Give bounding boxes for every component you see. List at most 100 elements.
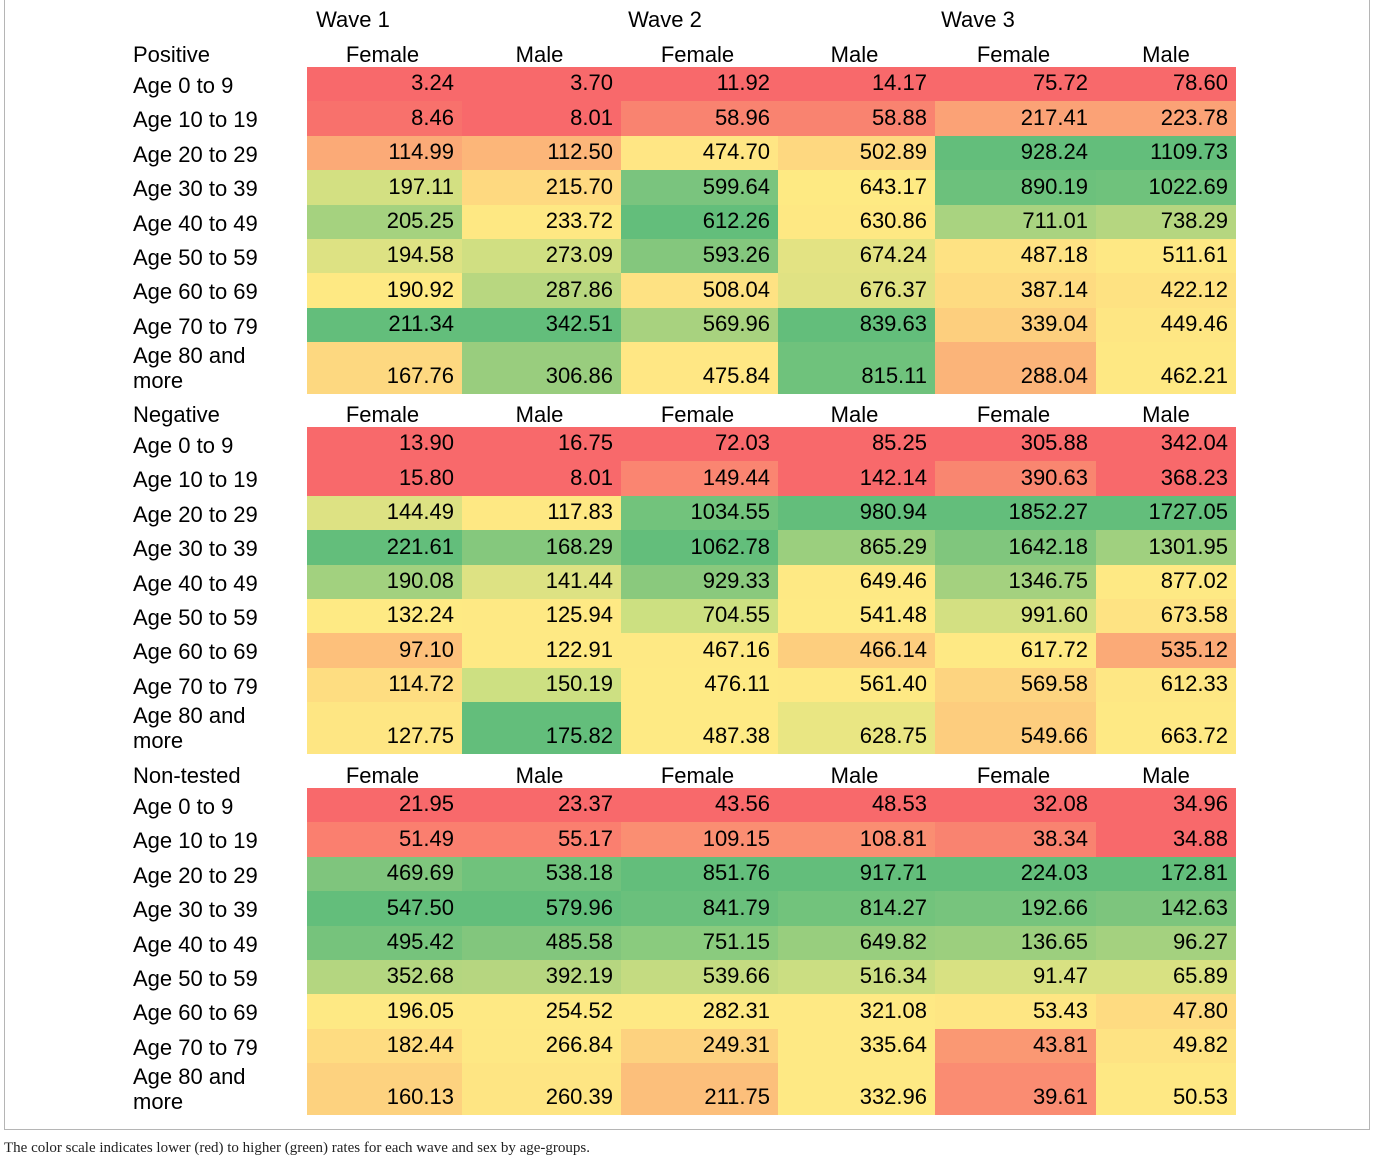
- heatmap-cell: 865.29: [778, 530, 935, 565]
- row-label: Age 70 to 79: [133, 313, 258, 339]
- heatmap-cell: 167.76: [307, 342, 462, 395]
- heatmap-cell: 711.01: [935, 204, 1096, 239]
- column-header: Male: [515, 402, 564, 427]
- heatmap-cell: 34.88: [1096, 822, 1236, 857]
- column-header: Female: [976, 763, 1051, 788]
- heatmap-cell: 34.96: [1096, 788, 1236, 823]
- heatmap-cell: 47.80: [1096, 994, 1236, 1029]
- heatmap-cell: 462.21: [1096, 342, 1236, 395]
- column-header: Male: [830, 763, 879, 788]
- column-header: Female: [345, 42, 420, 67]
- heatmap-cell: 205.25: [307, 204, 462, 239]
- heatmap-cell: 3.70: [462, 67, 621, 102]
- heatmap-cell: 53.43: [935, 994, 1096, 1029]
- column-header: Male: [1142, 763, 1190, 788]
- heatmap-cell: 368.23: [1096, 461, 1236, 496]
- heatmap-cell: 751.15: [621, 925, 778, 960]
- heatmap-cell: 579.96: [462, 891, 621, 926]
- heatmap-cell: 851.76: [621, 856, 778, 892]
- heatmap-cell: 342.04: [1096, 427, 1236, 462]
- heatmap-cell: 1034.55: [621, 495, 778, 531]
- row-label: Age 40 to 49: [133, 931, 258, 957]
- heatmap-cell: 475.84: [621, 342, 778, 395]
- heatmap-cell: 467.16: [621, 633, 778, 668]
- wave-header: Wave 1: [316, 7, 390, 32]
- heatmap-cell: 16.75: [462, 427, 621, 462]
- heatmap-cell: 547.50: [307, 891, 462, 926]
- heatmap-cell: 630.86: [778, 204, 935, 239]
- heatmap-cell: 1062.78: [621, 530, 778, 565]
- column-header: Male: [830, 402, 879, 427]
- heatmap-cell: 211.75: [621, 1063, 778, 1116]
- row-label: Age 20 to 29: [133, 862, 258, 888]
- wave-header: Wave 2: [628, 7, 702, 32]
- heatmap-cell: 8.01: [462, 461, 621, 496]
- wave-header: Wave 3: [941, 7, 1015, 32]
- heatmap-cell: 221.61: [307, 530, 462, 565]
- heatmap-cell: 127.75: [307, 702, 462, 755]
- heatmap-cell: 511.61: [1096, 239, 1236, 274]
- heatmap-cell: 109.15: [621, 822, 778, 857]
- column-header: Male: [1142, 42, 1190, 67]
- heatmap-cell: 569.58: [935, 667, 1096, 703]
- heatmap-cell: 617.72: [935, 633, 1096, 668]
- row-label: Age 80 and more: [133, 343, 246, 394]
- heatmap-cell: 342.51: [462, 307, 621, 343]
- heatmap-cell: 190.08: [307, 564, 462, 599]
- heatmap-cell: 449.46: [1096, 307, 1236, 343]
- column-header: Female: [345, 402, 420, 427]
- heatmap-cell: 108.81: [778, 822, 935, 857]
- heatmap-cell: 8.01: [462, 101, 621, 136]
- heatmap-cell: 538.18: [462, 856, 621, 892]
- row-label: Age 0 to 9: [133, 433, 234, 458]
- heatmap-cell: 841.79: [621, 891, 778, 926]
- heatmap-cell: 649.82: [778, 925, 935, 960]
- heatmap-cell: 495.42: [307, 925, 462, 960]
- heatmap-cell: 32.08: [935, 788, 1096, 823]
- column-header: Female: [660, 42, 735, 67]
- heatmap-cell: 485.58: [462, 925, 621, 960]
- heatmap-cell: 55.17: [462, 822, 621, 857]
- heatmap-cell: 487.38: [621, 702, 778, 755]
- heatmap-cell: 96.27: [1096, 925, 1236, 960]
- heatmap-cell: 196.05: [307, 994, 462, 1029]
- heatmap-cell: 85.25: [778, 427, 935, 462]
- heatmap-cell: 929.33: [621, 564, 778, 599]
- heatmap-cell: 287.86: [462, 273, 621, 308]
- heatmap-cell: 1022.69: [1096, 170, 1236, 205]
- heatmap-cell: 599.64: [621, 170, 778, 205]
- section-label: Non-tested: [133, 763, 241, 788]
- row-label: Age 50 to 59: [133, 966, 258, 991]
- heatmap-cell: 114.99: [307, 135, 462, 171]
- heatmap-cell: 539.66: [621, 960, 778, 995]
- row-label: Age 10 to 19: [133, 828, 258, 854]
- heatmap-cell: 149.44: [621, 461, 778, 496]
- heatmap-cell: 535.12: [1096, 633, 1236, 668]
- heatmap-cell: 487.18: [935, 239, 1096, 274]
- heatmap-cell: 839.63: [778, 307, 935, 343]
- column-header: Female: [345, 763, 420, 788]
- heatmap-cell: 390.63: [935, 461, 1096, 496]
- heatmap-cell: 75.72: [935, 67, 1096, 102]
- heatmap-cell: 175.82: [462, 702, 621, 755]
- heatmap-cell: 78.60: [1096, 67, 1236, 102]
- row-label: Age 30 to 39: [133, 176, 258, 202]
- heatmap-cell: 192.66: [935, 891, 1096, 926]
- heatmap-cell: 306.86: [462, 342, 621, 395]
- heatmap-cell: 266.84: [462, 1028, 621, 1064]
- heatmap-cell: 352.68: [307, 960, 462, 995]
- figure-frame: [4, 0, 1370, 1130]
- heatmap-cell: 663.72: [1096, 702, 1236, 755]
- heatmap-cell: 466.14: [778, 633, 935, 668]
- heatmap-cell: 14.17: [778, 67, 935, 102]
- heatmap-cell: 422.12: [1096, 273, 1236, 308]
- heatmap-cell: 223.78: [1096, 101, 1236, 136]
- heatmap-cell: 13.90: [307, 427, 462, 462]
- heatmap-cell: 136.65: [935, 925, 1096, 960]
- heatmap-cell: 122.91: [462, 633, 621, 668]
- heatmap-cell: 814.27: [778, 891, 935, 926]
- column-header: Male: [515, 763, 564, 788]
- heatmap-cell: 233.72: [462, 204, 621, 239]
- row-label: Age 40 to 49: [133, 570, 258, 596]
- heatmap-cell: 144.49: [307, 495, 462, 531]
